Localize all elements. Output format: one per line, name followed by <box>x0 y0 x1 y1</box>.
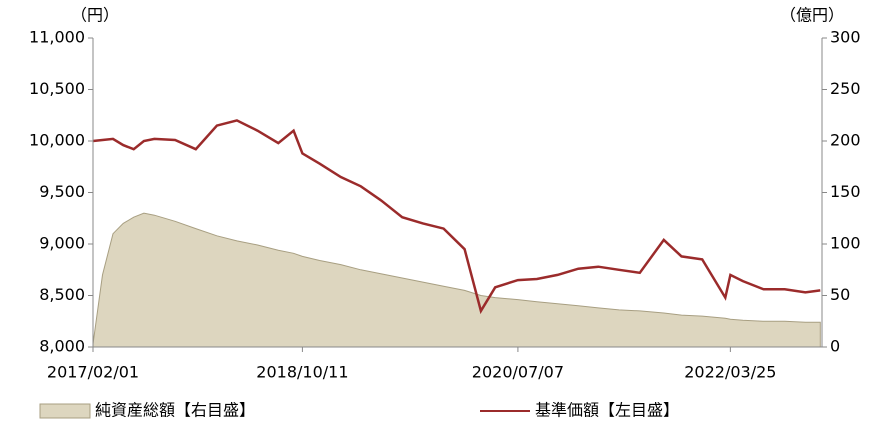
x-tick-label: 2017/02/01 <box>47 363 139 382</box>
x-tick-label: 2022/03/25 <box>684 363 776 382</box>
y-tick-label: 11,000 <box>29 28 85 47</box>
y2-tick-label: 250 <box>830 79 861 98</box>
x-tick-label: 2020/07/07 <box>472 363 564 382</box>
y2-tick-label: 100 <box>830 234 861 253</box>
y2-tick-label: 200 <box>830 131 861 150</box>
y2-tick-label: 150 <box>830 182 861 201</box>
line <box>92 119 821 315</box>
y2-tick-label: 300 <box>830 28 861 47</box>
y-unit: （円） <box>71 6 119 25</box>
y2-tick-label: 0 <box>830 337 840 356</box>
y-tick-label: 10,000 <box>29 131 85 150</box>
y-tick-label: 8,500 <box>39 285 85 304</box>
legend-label: 純資産総額【右目盛】 <box>95 401 255 420</box>
area <box>92 212 821 348</box>
y-tick-label: 10,500 <box>29 79 85 98</box>
y2-unit: （億円） <box>780 6 844 25</box>
y-tick-label: 9,500 <box>39 182 85 201</box>
x-tick-label: 2018/10/11 <box>256 363 348 382</box>
y-tick-label: 8,000 <box>39 337 85 356</box>
legend-label: 基準価額【左目盛】 <box>535 401 679 420</box>
legend-swatch <box>39 403 91 419</box>
y2-tick-label: 50 <box>830 285 850 304</box>
y-tick-label: 9,000 <box>39 234 85 253</box>
